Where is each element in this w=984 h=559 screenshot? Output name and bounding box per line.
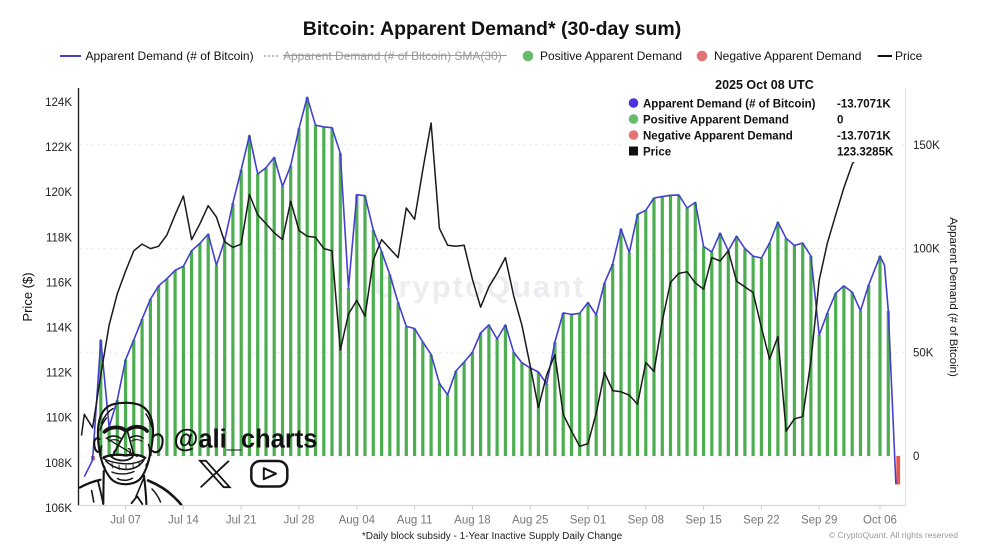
svg-text:-13.7071K: -13.7071K — [837, 99, 891, 111]
svg-text:Oct 06: Oct 06 — [863, 515, 897, 527]
svg-text:Price: Price — [895, 49, 923, 63]
svg-text:Jul 28: Jul 28 — [284, 515, 315, 527]
svg-text:150K: 150K — [913, 140, 940, 152]
svg-text:0: 0 — [913, 451, 919, 463]
svg-text:Apparent Demand (# of Bitcoin): Apparent Demand (# of Bitcoin) — [947, 217, 959, 377]
svg-text:Price ($): Price ($) — [20, 272, 35, 321]
svg-text:50K: 50K — [913, 347, 934, 359]
svg-text:116K: 116K — [46, 277, 72, 289]
svg-text:Sep 29: Sep 29 — [801, 515, 837, 527]
svg-text:Positive Apparent Demand: Positive Apparent Demand — [643, 115, 789, 127]
svg-text:110K: 110K — [46, 413, 72, 425]
svg-text:108K: 108K — [45, 458, 72, 470]
svg-text:Sep 22: Sep 22 — [743, 515, 779, 527]
svg-text:Positive Apparent Demand: Positive Apparent Demand — [540, 49, 682, 63]
svg-text:106K: 106K — [45, 503, 72, 515]
svg-text:Jul 21: Jul 21 — [226, 515, 257, 527]
svg-text:© CryptoQuant. All rights rese: © CryptoQuant. All rights reserved — [829, 530, 958, 540]
svg-text:Apparent Demand (# of Bitcoin): Apparent Demand (# of Bitcoin) — [643, 99, 816, 111]
svg-text:100K: 100K — [913, 244, 940, 256]
svg-text:CryptoQuant: CryptoQuant — [374, 269, 585, 304]
svg-text:114K: 114K — [46, 323, 72, 335]
svg-text:Aug 18: Aug 18 — [454, 515, 490, 527]
svg-text:0: 0 — [837, 115, 843, 127]
svg-text:-13.7071K: -13.7071K — [837, 131, 891, 143]
svg-text:Sep 15: Sep 15 — [685, 515, 721, 527]
svg-text:Apparent Demand (# of Bitcoin): Apparent Demand (# of Bitcoin) — [86, 49, 254, 63]
svg-text:Jul 07: Jul 07 — [110, 515, 141, 527]
svg-text:124K: 124K — [45, 97, 72, 109]
svg-text:Negative Apparent Demand: Negative Apparent Demand — [714, 49, 861, 63]
svg-text:112K: 112K — [46, 368, 72, 380]
svg-text:@ali_charts: @ali_charts — [174, 426, 318, 454]
svg-text:Aug 25: Aug 25 — [512, 515, 548, 527]
svg-text:Jul 14: Jul 14 — [168, 515, 199, 527]
svg-text:Aug 11: Aug 11 — [397, 515, 433, 527]
svg-text:Price: Price — [643, 147, 671, 159]
svg-text:Sep 01: Sep 01 — [570, 515, 606, 527]
svg-text:*Daily block subsidy - 1-Year: *Daily block subsidy - 1-Year Inactive S… — [362, 531, 623, 542]
svg-text:2025 Oct 08 UTC: 2025 Oct 08 UTC — [715, 78, 814, 92]
svg-text:120K: 120K — [45, 187, 72, 199]
svg-text:123.3285K: 123.3285K — [837, 147, 894, 159]
svg-text:122K: 122K — [45, 142, 72, 154]
svg-text:118K: 118K — [46, 232, 72, 244]
svg-text:Bitcoin: Apparent Demand* (30-: Bitcoin: Apparent Demand* (30-day sum) — [303, 18, 682, 40]
svg-text:Negative Apparent Demand: Negative Apparent Demand — [643, 131, 793, 143]
svg-text:Sep 08: Sep 08 — [628, 515, 664, 527]
svg-text:Aug 04: Aug 04 — [339, 515, 376, 527]
